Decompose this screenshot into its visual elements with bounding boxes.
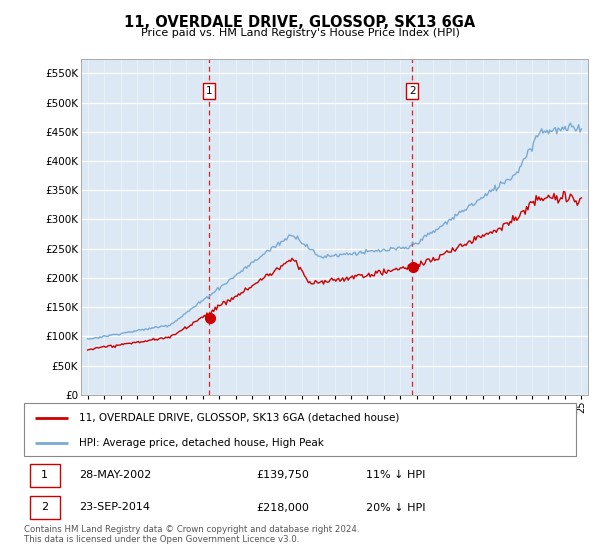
Text: 1: 1 xyxy=(206,86,212,96)
FancyBboxPatch shape xyxy=(29,464,60,487)
Text: 2: 2 xyxy=(409,86,416,96)
FancyBboxPatch shape xyxy=(24,403,576,456)
FancyBboxPatch shape xyxy=(29,496,60,519)
Text: HPI: Average price, detached house, High Peak: HPI: Average price, detached house, High… xyxy=(79,438,324,448)
Text: 23-SEP-2014: 23-SEP-2014 xyxy=(79,502,150,512)
Text: £218,000: £218,000 xyxy=(256,502,309,512)
Text: 1: 1 xyxy=(41,470,48,480)
Text: 11% ↓ HPI: 11% ↓ HPI xyxy=(366,470,425,480)
Text: 11, OVERDALE DRIVE, GLOSSOP, SK13 6GA (detached house): 11, OVERDALE DRIVE, GLOSSOP, SK13 6GA (d… xyxy=(79,413,400,423)
Text: 20% ↓ HPI: 20% ↓ HPI xyxy=(366,502,426,512)
Text: Contains HM Land Registry data © Crown copyright and database right 2024.
This d: Contains HM Land Registry data © Crown c… xyxy=(24,525,359,544)
Text: 2: 2 xyxy=(41,502,48,512)
Text: £139,750: £139,750 xyxy=(256,470,309,480)
Text: Price paid vs. HM Land Registry's House Price Index (HPI): Price paid vs. HM Land Registry's House … xyxy=(140,28,460,38)
Text: 11, OVERDALE DRIVE, GLOSSOP, SK13 6GA: 11, OVERDALE DRIVE, GLOSSOP, SK13 6GA xyxy=(124,15,476,30)
Text: 28-MAY-2002: 28-MAY-2002 xyxy=(79,470,151,480)
